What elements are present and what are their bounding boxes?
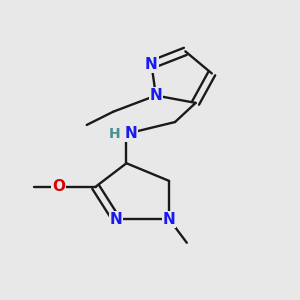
Text: N: N (145, 57, 158, 72)
Text: N: N (110, 212, 122, 227)
Text: H: H (109, 127, 121, 141)
Text: O: O (52, 179, 65, 194)
Text: N: N (124, 126, 137, 141)
Text: N: N (149, 88, 162, 103)
Text: N: N (163, 212, 175, 227)
